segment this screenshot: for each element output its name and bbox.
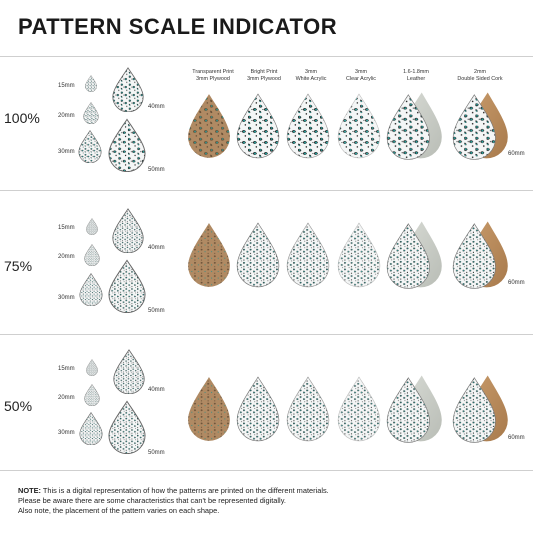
sample-cork xyxy=(452,92,508,160)
sample-white-acrylic xyxy=(286,222,330,288)
column-header-leather: 1.6-1.8mm Leather xyxy=(403,69,429,82)
divider xyxy=(0,190,533,191)
teardrop-30mm xyxy=(79,412,103,445)
teardrop-20mm xyxy=(83,102,99,124)
sample-cork xyxy=(452,221,508,289)
sample-clear-acrylic xyxy=(337,93,381,159)
sample-transparent-plywood xyxy=(188,223,230,287)
teardrop-15mm xyxy=(86,218,98,235)
size-label-50mm: 50mm xyxy=(148,308,165,314)
divider xyxy=(0,334,533,335)
column-header-bright-print: Bright Print 3mm Plywood xyxy=(247,69,281,82)
sample-leather xyxy=(386,92,442,160)
size-label-60mm: 60mm xyxy=(508,280,525,286)
column-header-transparent-print: Transparent Print 3mm Plywood xyxy=(192,69,234,82)
size-label-50mm: 50mm xyxy=(148,167,165,173)
sample-bright-plywood xyxy=(236,93,280,159)
size-label-20mm: 20mm xyxy=(58,254,75,260)
size-label-40mm: 40mm xyxy=(148,104,165,110)
sample-clear-acrylic xyxy=(337,376,381,442)
teardrop-40mm xyxy=(113,349,145,394)
teardrop-50mm xyxy=(108,400,146,454)
size-label-60mm: 60mm xyxy=(508,435,525,441)
sample-transparent-plywood xyxy=(188,94,230,158)
scale-label-50: 50% xyxy=(4,398,33,414)
size-label-40mm: 40mm xyxy=(148,387,165,393)
sample-cork xyxy=(452,375,508,443)
size-label-30mm: 30mm xyxy=(58,295,75,301)
column-header-clear-acrylic: 3mm Clear Acrylic xyxy=(346,69,376,82)
scale-label-75: 75% xyxy=(4,258,33,274)
column-header-cork: 2mm Double Sided Cork xyxy=(457,69,503,82)
size-label-15mm: 15mm xyxy=(58,225,75,231)
note-line-3: Also note, the placement of the pattern … xyxy=(18,506,220,515)
sample-bright-plywood xyxy=(236,376,280,442)
size-label-30mm: 30mm xyxy=(58,430,75,436)
sample-leather xyxy=(386,221,442,289)
sample-white-acrylic xyxy=(286,93,330,159)
size-label-15mm: 15mm xyxy=(58,83,75,89)
teardrop-40mm xyxy=(112,67,144,112)
column-header-white-acrylic: 3mm White Acrylic xyxy=(295,69,327,82)
teardrop-50mm xyxy=(108,259,146,313)
teardrop-20mm xyxy=(84,244,100,266)
teardrop-15mm xyxy=(86,359,98,376)
note-label: NOTE: xyxy=(18,486,41,495)
divider xyxy=(0,470,533,471)
teardrop-30mm xyxy=(78,130,102,163)
teardrop-30mm xyxy=(79,273,103,306)
page-title: PATTERN SCALE INDICATOR xyxy=(18,14,338,39)
size-label-20mm: 20mm xyxy=(58,395,75,401)
sample-bright-plywood xyxy=(236,222,280,288)
sample-white-acrylic xyxy=(286,376,330,442)
size-label-30mm: 30mm xyxy=(58,149,75,155)
size-label-60mm: 60mm xyxy=(508,151,525,157)
scale-label-100: 100% xyxy=(4,110,40,126)
sample-leather xyxy=(386,375,442,443)
note-block: NOTE: This is a digital representation o… xyxy=(18,486,329,516)
sample-clear-acrylic xyxy=(337,222,381,288)
teardrop-50mm xyxy=(108,118,146,172)
teardrop-40mm xyxy=(112,208,144,253)
note-line-2: Please be aware there are some character… xyxy=(18,496,286,505)
note-line-1: This is a digital representation of how … xyxy=(41,486,329,495)
size-label-15mm: 15mm xyxy=(58,366,75,372)
size-label-20mm: 20mm xyxy=(58,113,75,119)
size-label-50mm: 50mm xyxy=(148,450,165,456)
sample-transparent-plywood xyxy=(188,377,230,441)
teardrop-20mm xyxy=(84,384,100,406)
teardrop-15mm xyxy=(85,75,97,92)
size-label-40mm: 40mm xyxy=(148,245,165,251)
divider xyxy=(0,56,533,57)
